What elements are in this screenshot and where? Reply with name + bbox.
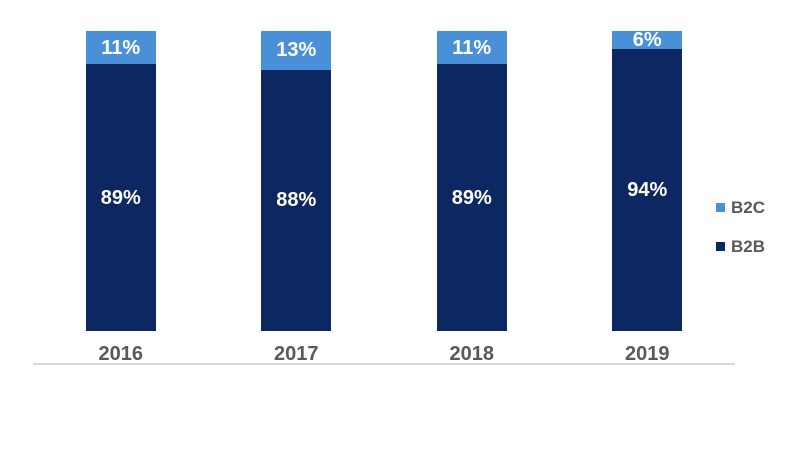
bar-segment-b2b-2016[interactable]: 89% (85, 64, 156, 331)
data-label-b2c-2018: 11% (452, 36, 492, 59)
data-label-b2c-2019: 6% (632, 29, 662, 51)
bar-segment-b2c-2017[interactable]: 13% (261, 31, 332, 70)
data-label-b2c-2016: 11% (101, 36, 141, 59)
legend-label-b2c: B2C (731, 198, 766, 217)
legend-swatch-b2b-icon (716, 242, 725, 251)
bar-group-2016: 11% 89% 2016 (33, 31, 209, 364)
x-axis-label-2018: 2018 (449, 343, 495, 365)
bar-segment-b2c-2019[interactable]: 6% (612, 29, 683, 51)
plot-area: 11% 89% 2016 13% 88% 2017 (33, 29, 736, 365)
legend-label-b2b: B2B (731, 237, 766, 256)
legend: B2C B2B (716, 199, 765, 255)
bar-segment-b2b-2018[interactable]: 89% (436, 64, 507, 331)
bar-segment-b2c-2016[interactable]: 11% (85, 31, 156, 64)
legend-item-b2c[interactable]: B2C (716, 199, 765, 216)
bar-2018[interactable]: 11% 89% (436, 31, 507, 331)
bar-group-2019: 6% 94% 2019 (560, 29, 736, 365)
legend-item-b2b[interactable]: B2B (716, 238, 765, 255)
x-axis-label-2019: 2019 (625, 343, 670, 365)
bar-segment-b2b-2019[interactable]: 94% (612, 49, 683, 331)
data-label-b2b-2019: 94% (627, 179, 668, 201)
data-label-b2b-2016: 89% (100, 186, 141, 209)
bar-segment-b2c-2018[interactable]: 11% (436, 31, 507, 64)
bar-2019[interactable]: 6% 94% (612, 29, 683, 331)
x-axis-label-2017: 2017 (274, 343, 319, 365)
data-label-b2c-2017: 13% (276, 39, 317, 62)
x-axis-line (33, 363, 735, 365)
bar-group-2018: 11% 89% 2018 (384, 31, 560, 364)
bar-segment-b2b-2017[interactable]: 88% (261, 69, 332, 331)
bar-2017[interactable]: 13% 88% (261, 31, 332, 331)
x-axis-label-2016: 2016 (98, 343, 144, 365)
data-label-b2b-2017: 88% (276, 189, 317, 212)
data-label-b2b-2018: 89% (451, 186, 492, 209)
bar-2016[interactable]: 11% 89% (85, 31, 156, 331)
legend-swatch-b2c-icon (716, 203, 725, 212)
bar-group-2017: 13% 88% 2017 (209, 31, 385, 364)
